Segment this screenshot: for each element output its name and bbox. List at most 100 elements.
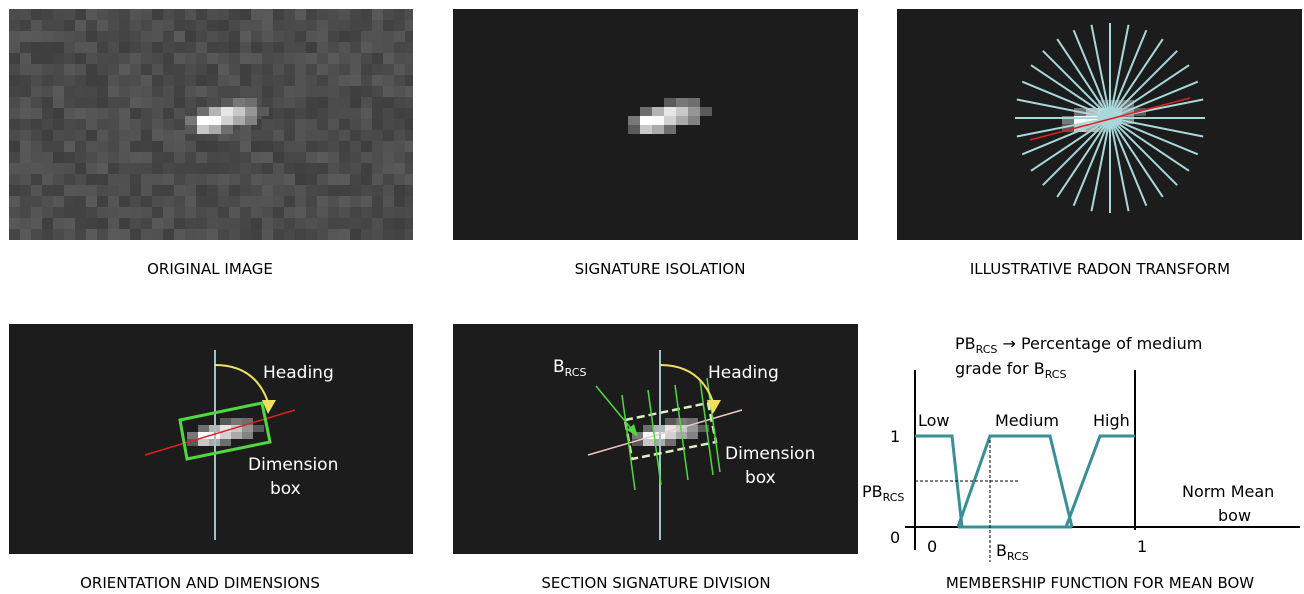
noise-pixel <box>64 174 75 185</box>
noise-pixel <box>174 64 185 75</box>
noise-pixel <box>405 174 413 185</box>
noise-pixel <box>339 130 350 141</box>
signature-pixel <box>220 432 231 439</box>
noise-pixel <box>64 141 75 152</box>
x-label: 1 <box>1137 537 1147 556</box>
noise-pixel <box>262 119 273 130</box>
noise-pixel <box>86 130 97 141</box>
noise-pixel <box>372 64 383 75</box>
signature-pixel <box>233 107 245 116</box>
noise-pixel <box>350 130 361 141</box>
signature-pixel <box>221 98 233 107</box>
noise-pixel <box>339 20 350 31</box>
noise-pixel <box>317 130 328 141</box>
noise-pixel <box>108 174 119 185</box>
noise-pixel <box>273 163 284 174</box>
noise-pixel <box>339 86 350 97</box>
noise-pixel <box>328 207 339 218</box>
noise-pixel <box>185 229 196 240</box>
noise-pixel <box>218 218 229 229</box>
signature-pixel <box>676 418 687 425</box>
noise-pixel <box>42 207 53 218</box>
noise-pixel <box>119 207 130 218</box>
noise-pixel <box>20 86 31 97</box>
noise-pixel <box>383 185 394 196</box>
noise-pixel <box>196 141 207 152</box>
noise-pixel <box>174 108 185 119</box>
noise-pixel <box>262 141 273 152</box>
noise-pixel <box>405 130 413 141</box>
axis-label: Norm Mean <box>1182 482 1274 501</box>
noise-pixel <box>64 207 75 218</box>
signature-pixel <box>231 432 242 439</box>
noise-pixel <box>383 97 394 108</box>
noise-pixel <box>75 229 86 240</box>
noise-pixel <box>328 20 339 31</box>
noise-pixel <box>394 174 405 185</box>
noise-pixel <box>350 196 361 207</box>
noise-pixel <box>53 108 64 119</box>
noise-pixel <box>273 97 284 108</box>
noise-pixel <box>108 130 119 141</box>
noise-pixel <box>284 229 295 240</box>
noise-pixel <box>251 86 262 97</box>
noise-pixel <box>130 196 141 207</box>
noise-pixel <box>394 163 405 174</box>
noise-pixel <box>31 229 42 240</box>
pb-label: PBRCS <box>862 482 904 504</box>
noise-pixel <box>306 20 317 31</box>
noise-pixel <box>328 86 339 97</box>
noise-pixel <box>141 218 152 229</box>
noise-pixel <box>295 218 306 229</box>
noise-pixel <box>119 42 130 53</box>
noise-pixel <box>9 174 20 185</box>
noise-pixel <box>240 31 251 42</box>
noise-pixel <box>284 97 295 108</box>
noise-pixel <box>383 163 394 174</box>
noise-pixel <box>174 119 185 130</box>
noise-pixel <box>295 20 306 31</box>
noise-pixel <box>20 185 31 196</box>
noise-pixel <box>229 229 240 240</box>
noise-pixel <box>119 163 130 174</box>
signature-pixel <box>628 125 640 134</box>
noise-pixel <box>97 185 108 196</box>
noise-pixel <box>119 174 130 185</box>
note-base: PB <box>955 334 976 353</box>
noise-pixel <box>306 163 317 174</box>
noise-pixel <box>317 196 328 207</box>
noise-pixel <box>317 75 328 86</box>
noise-pixel <box>339 9 350 20</box>
noise-pixel <box>9 207 20 218</box>
noise-pixel <box>361 31 372 42</box>
noise-pixel <box>317 207 328 218</box>
noise-pixel <box>394 75 405 86</box>
noise-pixel <box>295 141 306 152</box>
noise-pixel <box>339 42 350 53</box>
noise-pixel <box>130 108 141 119</box>
noise-pixel <box>196 207 207 218</box>
noise-pixel <box>405 207 413 218</box>
noise-pixel <box>262 31 273 42</box>
noise-pixel <box>119 130 130 141</box>
noise-pixel <box>64 130 75 141</box>
noise-pixel <box>108 119 119 130</box>
noise-pixel <box>20 130 31 141</box>
noise-pixel <box>229 86 240 97</box>
noise-pixel <box>152 97 163 108</box>
noise-pixel <box>251 207 262 218</box>
noise-pixel <box>75 163 86 174</box>
noise-pixel <box>383 152 394 163</box>
noise-pixel <box>207 196 218 207</box>
noise-pixel <box>350 185 361 196</box>
noise-pixel <box>119 229 130 240</box>
noise-pixel <box>20 64 31 75</box>
noise-pixel <box>405 20 413 31</box>
noise-pixel <box>350 9 361 20</box>
noise-pixel <box>108 9 119 20</box>
noise-pixel <box>229 9 240 20</box>
label-sub: RCS <box>883 491 905 504</box>
noise-pixel <box>163 42 174 53</box>
noise-pixel <box>383 75 394 86</box>
noise-pixel <box>394 9 405 20</box>
